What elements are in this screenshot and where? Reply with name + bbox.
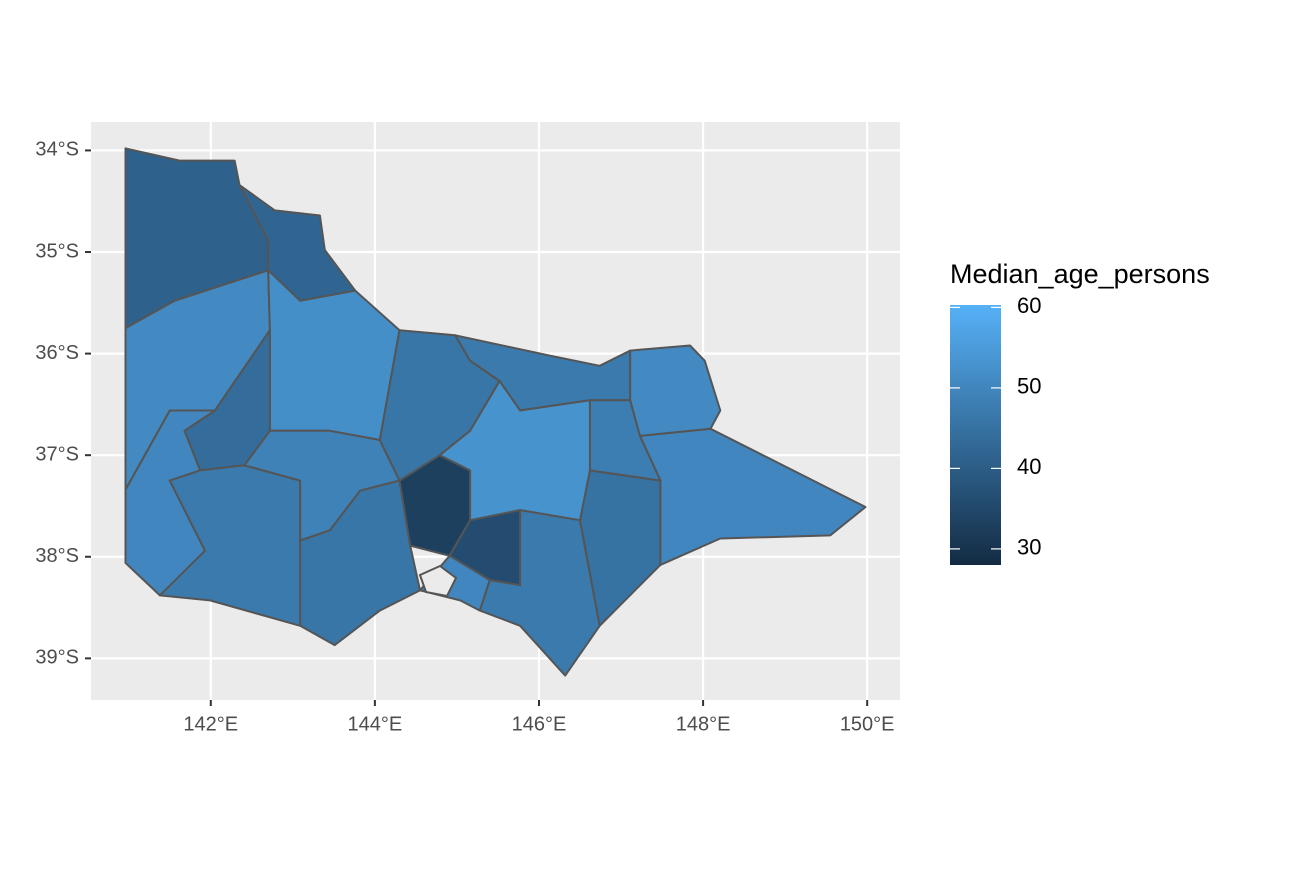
region — [438, 380, 591, 522]
x-tick-label: 148°E — [676, 713, 731, 735]
x-tick-label: 150°E — [840, 713, 895, 735]
x-tick-label: 142°E — [183, 713, 238, 735]
region — [299, 479, 421, 647]
y-tick-label: 34°S — [35, 139, 79, 161]
x-tick-label: 146°E — [512, 713, 567, 735]
regions — [124, 147, 867, 677]
y-tick-label: 38°S — [35, 545, 79, 567]
legend-label: 50 — [1017, 374, 1041, 399]
axes: 142°E 144°E 146°E 148°E 150°E 34°S 35°S 36°S 37°… — [35, 139, 894, 736]
legend: 30 40 50 60 — [950, 293, 1041, 560]
y-tick-label: 36°S — [35, 342, 79, 364]
legend-title: Median_age_persons — [950, 259, 1210, 289]
y-tick-label: 39°S — [35, 647, 79, 669]
colorbar — [950, 305, 1001, 565]
x-tick-label: 144°E — [348, 713, 403, 735]
bay — [418, 564, 458, 598]
y-tick-label: 37°S — [35, 443, 79, 465]
legend-label: 30 — [1017, 535, 1041, 560]
legend-label: 60 — [1017, 293, 1041, 318]
y-tick-label: 35°S — [35, 240, 79, 262]
legend-label: 40 — [1017, 454, 1041, 479]
